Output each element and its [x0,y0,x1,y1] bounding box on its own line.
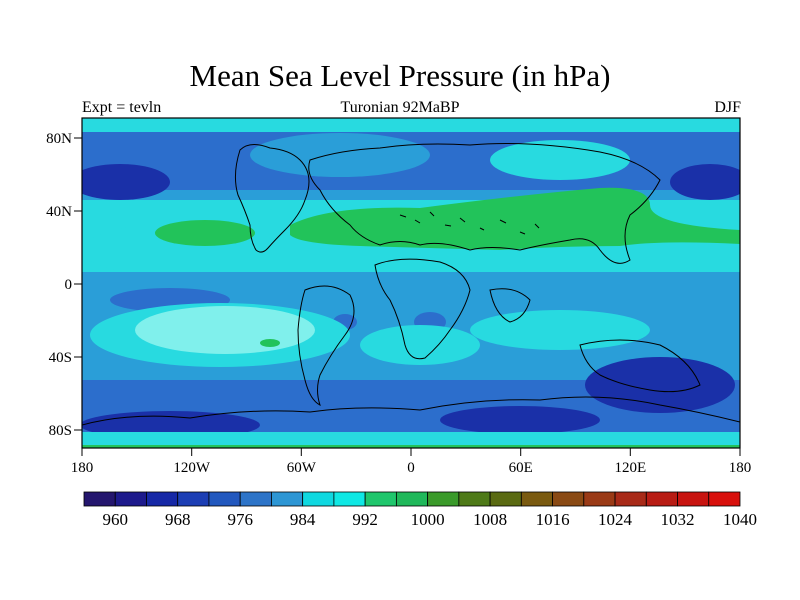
lon-label-4: 60E [509,460,533,476]
coast-south-america [297,285,355,406]
field-spacific-green [260,339,280,347]
colorbar-swatch [489,491,522,507]
field-tethys-high [290,187,740,250]
colorbar-swatch [583,491,616,507]
colorbar-label: 1032 [661,510,695,529]
season-label: DJF [714,99,741,116]
colorbar-label: 1000 [411,510,445,529]
field-npacific-low [82,164,170,200]
field-south-low-center [440,406,600,434]
colorbar-swatch [83,491,116,507]
coast-north-america [234,144,310,253]
coast-islands [399,211,540,235]
lon-label-6: 180 [729,460,752,476]
pressure-field [82,118,740,448]
colorbar-label: 984 [290,510,316,529]
lat-label-1: 40N [46,204,72,220]
colorbar-label: 1008 [473,510,507,529]
colorbar-swatch [208,491,241,507]
field-arctic-cyan [82,118,740,132]
field-antarctic-cyan [82,432,740,446]
experiment-label: Expt = tevln [82,99,162,116]
colorbar-swatch [395,491,429,507]
lon-axis-labels: 180 120W 60W 0 60E 120E 180 [71,460,752,476]
coast-eurasia [308,143,661,264]
colorbar-label: 1016 [536,510,570,529]
tick-marks [74,137,741,456]
colorbar-swatch [645,491,678,507]
colorbar-swatch [427,491,460,507]
field-npacific-low-east [670,164,740,200]
colorbar-swatch [552,491,585,507]
map-title: Mean Sea Level Pressure (in hPa) [189,58,611,93]
lat-label-0: 80N [46,131,72,147]
field-satlantic-cyan [360,325,480,365]
colorbar-label: 1040 [723,510,757,529]
field-sindian-cyan [470,310,650,350]
coastlines [82,143,740,448]
lat-label-3: 40S [49,350,72,366]
colorbar-swatch [177,491,210,507]
colorbar-swatch [458,491,491,507]
colorbar-label: 960 [102,510,128,529]
colorbar-swatch [239,491,272,507]
period-label: Turonian 92MaBP [340,99,460,116]
field-eurasia-cyan [490,140,630,180]
coast-antarctica [82,396,740,448]
lon-label-0: 180 [71,460,94,476]
colorbar-label: 992 [352,510,378,529]
colorbar-swatch [364,491,397,507]
colorbar-swatch [677,491,710,507]
field-pacific-high [155,220,255,246]
colorbar-swatch [520,491,553,507]
field-south-low-west [82,411,260,439]
lon-label-3: 0 [407,460,415,476]
coast-africa [374,258,471,360]
lon-label-1: 120W [173,460,211,476]
colorbar-swatch [708,491,741,507]
lat-label-2: 0 [65,277,73,293]
coast-australia [579,339,701,393]
colorbar-swatch [302,491,335,507]
field-atlantic-cyan [250,133,430,177]
lat-label-4: 80S [49,423,72,439]
colorbar: 960 968 976 984 992 1000 1008 1016 1024 1032 1040 [83,491,757,529]
field-pole-green [82,445,740,448]
colorbar-swatch [333,491,366,507]
coast-india [489,288,531,323]
field-spacific-high [135,306,315,354]
colorbar-label: 968 [165,510,191,529]
colorbar-swatch [146,491,179,507]
colorbar-label: 1024 [598,510,633,529]
colorbar-label: 976 [227,510,253,529]
lon-label-2: 60W [287,460,317,476]
lon-label-5: 120E [614,460,646,476]
colorbar-swatch [114,491,147,507]
colorbar-swatch [271,491,304,507]
colorbar-swatch [614,491,647,507]
lat-axis-labels: 80N 40N 0 40S 80S [46,131,72,439]
